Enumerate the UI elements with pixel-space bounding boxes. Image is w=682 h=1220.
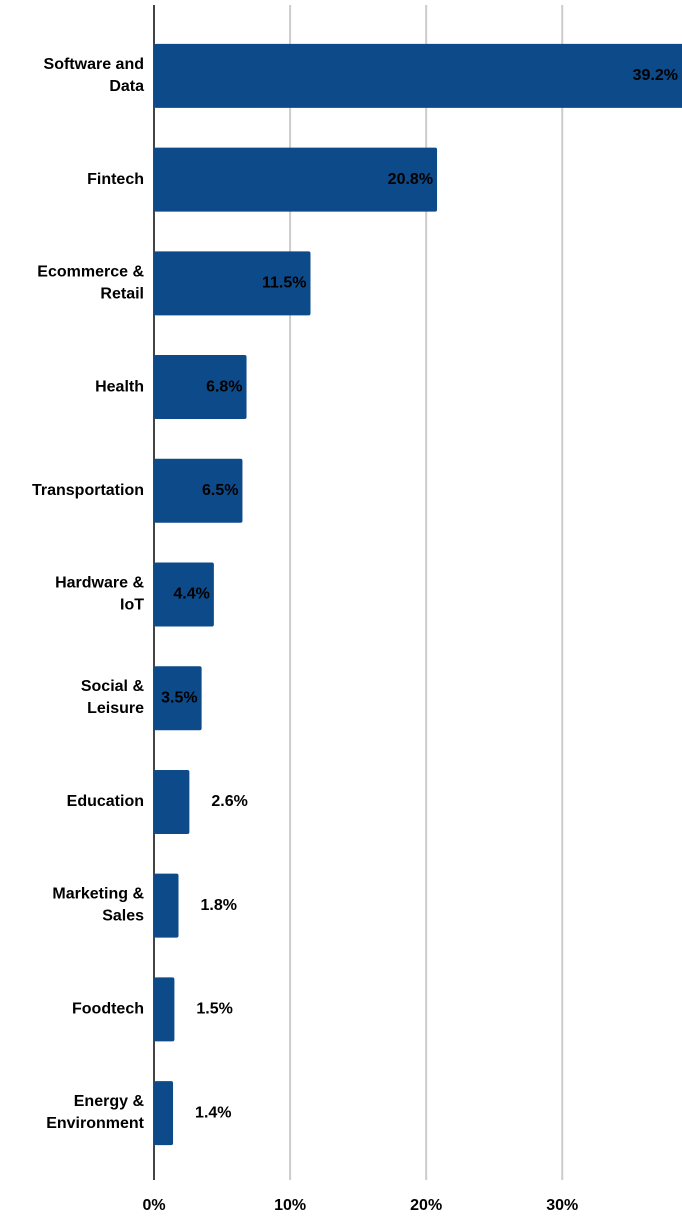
bar [154,666,202,731]
bar [154,251,311,316]
bar [154,458,243,523]
y-tick-label: Social & Leisure [81,678,145,717]
x-tick-label: 30% [546,1197,578,1214]
bar [154,355,247,420]
value-label: 2.6% [211,793,247,810]
x-tick-label: 20% [410,1197,442,1214]
y-tick-label: Ecommerce & Retail [37,264,144,303]
bar [154,43,682,108]
bar [154,562,214,627]
value-label: 1.8% [200,897,236,914]
bar [154,1081,174,1146]
bar [154,977,175,1042]
bar [154,769,190,834]
y-tick-label: Energy & Environment [46,1093,144,1132]
y-tick-label: Software and Data [44,56,145,95]
value-label: 3.5% [161,689,197,706]
y-tick-label: Health [95,378,144,395]
value-label: 4.4% [173,586,209,603]
value-label: 11.5% [262,275,306,292]
y-tick-label: Marketing & Sales [52,886,144,925]
y-tick-label: Transportation [32,482,144,499]
x-tick-label: 0% [142,1197,165,1214]
value-label: 1.4% [195,1104,231,1121]
value-label: 6.5% [202,482,238,499]
y-tick-label: Fintech [87,171,144,188]
y-tick-label: Hardware & IoT [55,575,144,614]
x-tick-label: 10% [274,1197,306,1214]
value-label: 1.5% [196,1001,232,1018]
value-label: 6.8% [206,378,242,395]
value-label: 39.2% [633,67,678,84]
y-tick-label: Foodtech [72,1001,144,1018]
value-label: 20.8% [388,171,433,188]
y-tick-label: Education [67,793,144,810]
bar [154,873,179,938]
bar [154,147,438,212]
